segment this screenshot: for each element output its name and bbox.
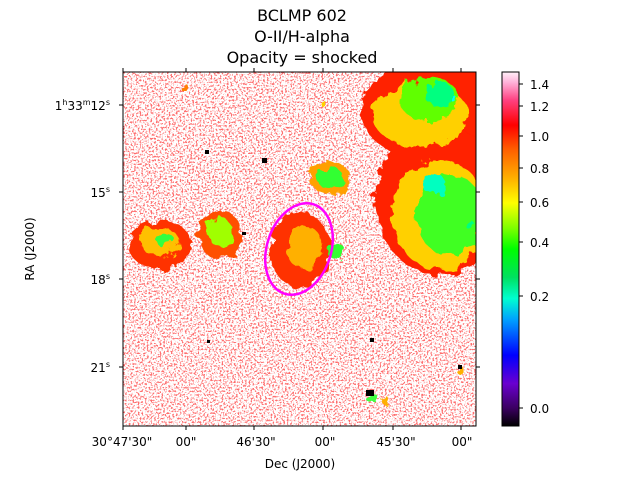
dark-knots — [205, 150, 462, 396]
y-tick-label: 18s — [91, 272, 110, 287]
y-axis-label: RA (J2000) — [23, 217, 37, 280]
colorbar-tick-label: 0.8 — [530, 162, 549, 176]
emission-regions — [128, 72, 476, 404]
panel-frame — [122, 71, 477, 427]
colorbar-tick-label: 0.4 — [530, 236, 549, 250]
x-axis-label: Dec (J2000) — [265, 457, 335, 471]
title-line-3: Opacity = shocked — [226, 48, 378, 67]
x-tick-label: 30°47'30" — [92, 435, 153, 449]
colorbar-tick-label: 1.2 — [530, 100, 549, 114]
y-ticks — [119, 104, 480, 368]
y-tick-label: 21s — [91, 360, 110, 375]
x-tick-label: 46'30" — [236, 435, 275, 449]
colorbar-tick-label: 1.4 — [530, 78, 549, 92]
region-ellipse — [264, 201, 334, 297]
x-tick-label: 45'30" — [376, 435, 415, 449]
image-panel — [123, 72, 476, 426]
y-tick-label: 1h33m12s — [55, 98, 110, 113]
colorbar-tick-label: 0.6 — [530, 196, 549, 210]
x-ticks — [122, 68, 462, 430]
colorbar-tick-label: 0.0 — [530, 402, 549, 416]
title-line-1: BCLMP 602 — [257, 6, 347, 25]
colorbar: 1.4 1.2 1.0 0.8 0.6 0.4 0.2 0.0 — [501, 71, 549, 427]
colorbar-tick-label: 0.2 — [530, 290, 549, 304]
x-tick-label: 00" — [176, 435, 197, 449]
title-line-2: O-II/H-alpha — [254, 27, 350, 46]
y-tick-label: 15s — [91, 185, 110, 200]
x-tick-label: 00" — [452, 435, 473, 449]
x-tick-label: 00" — [315, 435, 336, 449]
colorbar-tick-label: 1.0 — [530, 130, 549, 144]
